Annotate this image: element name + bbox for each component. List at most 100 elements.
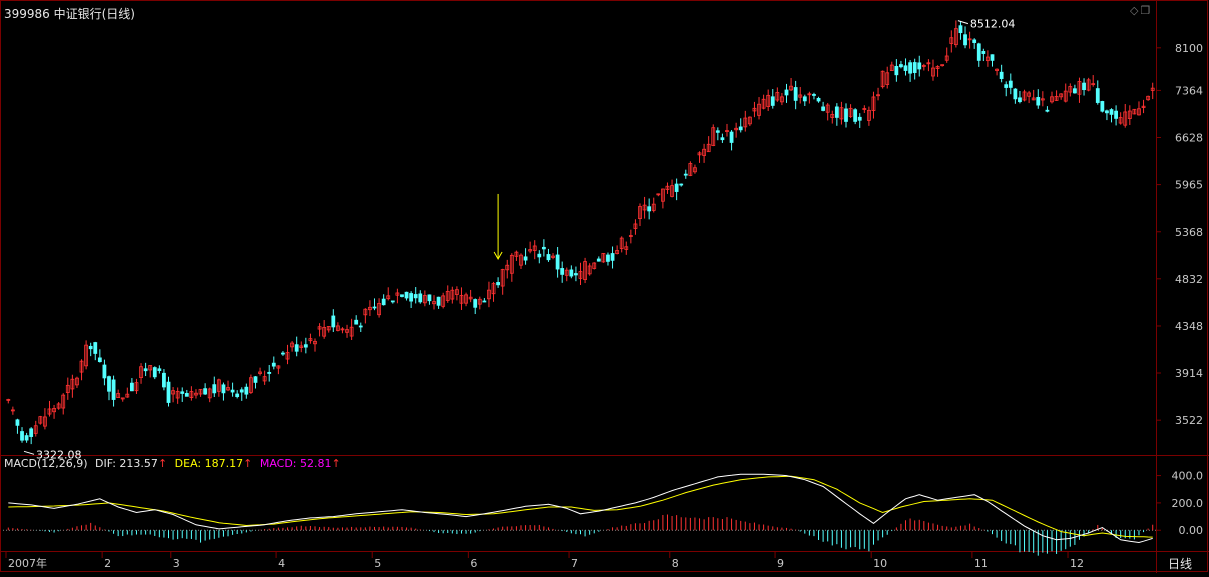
candle-body (821, 106, 826, 111)
candle-body (972, 39, 977, 43)
candle-body (931, 67, 935, 77)
candle-body (422, 295, 427, 304)
candle-body (404, 291, 409, 299)
candle-body (1086, 79, 1091, 91)
candle-body (189, 391, 194, 398)
candle-body (569, 269, 574, 277)
candle-body (1109, 109, 1114, 115)
high-price-label: 8512.04 (970, 18, 1016, 31)
candle-body (546, 254, 551, 261)
candle-body (926, 62, 931, 65)
candle-body (1082, 82, 1086, 91)
candle-body (899, 64, 903, 68)
window-controls: ◇ ❐ (1128, 4, 1150, 17)
candle-body (143, 368, 148, 372)
candle-body (1118, 117, 1123, 124)
candle-body (1054, 95, 1059, 101)
candle-body (88, 345, 93, 350)
price-tick-label: 3522 (1175, 414, 1203, 427)
candle-body (271, 362, 276, 367)
candle-body (20, 431, 24, 441)
candle-body (738, 126, 743, 131)
diamond-icon[interactable]: ◇ (1130, 4, 1139, 17)
candle-body (1137, 108, 1141, 116)
candle-body (258, 371, 262, 374)
candle-body (1141, 105, 1146, 109)
candle-body (747, 116, 752, 125)
macd-histogram (7, 514, 1154, 556)
candle-body (541, 246, 546, 250)
candle-body (262, 376, 267, 382)
candle-body (834, 106, 839, 118)
candle-body (674, 183, 679, 192)
candle-body (1146, 95, 1151, 101)
candle-body (670, 185, 674, 197)
candle-body (331, 315, 336, 328)
candle-body (84, 344, 89, 367)
candle-body (52, 408, 56, 413)
macd-params-label: MACD(12,26,9) (4, 457, 88, 470)
candle-body (349, 326, 354, 337)
candle-body (578, 271, 583, 279)
price-tick-label: 8100 (1175, 42, 1203, 55)
candle-body (1027, 92, 1032, 97)
candle-body (491, 283, 496, 295)
candle-body (693, 167, 697, 173)
macd-up-arrow-icon: ↑ (331, 457, 341, 470)
candle-body (221, 384, 226, 394)
candle-body (844, 108, 848, 122)
candle-body (619, 237, 624, 249)
candle-body (651, 203, 656, 211)
candle-body (1022, 91, 1027, 101)
candle-body (468, 296, 473, 300)
candle-body (400, 294, 404, 297)
time-tick-label: 7 (571, 557, 578, 570)
candle-body (583, 261, 587, 280)
time-tick-label: 11 (974, 557, 988, 570)
time-tick-label: 12 (1070, 557, 1084, 570)
candle-body (148, 365, 153, 371)
price-tick-label: 5965 (1175, 179, 1203, 192)
candle-body (390, 300, 395, 303)
candle-body (757, 103, 761, 116)
candle-body (377, 303, 381, 316)
candle-body (935, 66, 940, 69)
time-tick-label: 2007年 (8, 556, 47, 570)
candle-body (464, 294, 468, 304)
candle-body (253, 376, 258, 383)
dea-value-label: DEA: 187.17↑ (175, 457, 253, 470)
candle-body (1031, 97, 1036, 101)
candle-body (633, 223, 638, 229)
candle-body (496, 282, 501, 286)
candle-body (47, 408, 52, 415)
candle-body (459, 295, 464, 304)
restore-icon[interactable]: ❐ (1140, 4, 1151, 17)
candle-body (642, 204, 647, 211)
candle-body (43, 416, 47, 427)
period-tab-daily[interactable]: 日线 (1168, 557, 1193, 571)
candle-body (816, 97, 821, 102)
candle-body (853, 109, 858, 122)
candle-body (967, 38, 972, 41)
dif-value-text: DIF: 213.57 (95, 457, 158, 470)
time-tick-label: 6 (470, 557, 477, 570)
candle-body (624, 246, 629, 250)
candle-body (75, 377, 79, 386)
time-tick-label: 5 (374, 557, 381, 570)
time-tick-label: 3 (173, 557, 180, 570)
candle-body (1040, 98, 1045, 101)
candle-body (770, 96, 775, 106)
low-price-label: 3322.08 (36, 448, 82, 461)
candle-body (413, 294, 418, 299)
price-tick-label: 6628 (1175, 131, 1203, 144)
candle-body (134, 382, 139, 392)
candle-body (780, 96, 784, 103)
candle-body (697, 152, 702, 156)
macd-tick-label: 0.00 (1179, 524, 1204, 537)
candle-body (505, 264, 510, 271)
candle-body (523, 256, 528, 261)
candle-body (455, 289, 459, 295)
candle-body (368, 306, 372, 311)
candle-body (162, 372, 166, 388)
